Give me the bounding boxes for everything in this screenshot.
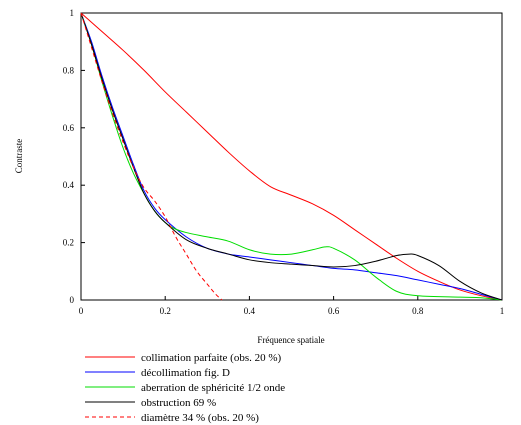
x-axis-ticks: 0 0.2 0.4 0.6 0.8 1 [79,296,505,316]
y-tick-label: 0.6 [63,123,75,133]
x-tick-label: 0.4 [244,306,256,316]
series-line-3 [80,12,503,301]
legend-label-2: décollimation fig. D [141,367,230,379]
legend-label-3: aberration de sphéricité 1/2 onde [141,382,285,394]
legend-label-4: obstruction 69 % [141,397,216,409]
y-tick-label: 0.2 [63,238,74,248]
y-tick-label: 1 [70,8,75,18]
y-tick-label: 0.4 [63,180,75,190]
series-line-1 [80,12,503,301]
series-lines [80,12,503,301]
legend-label-1: collimation parfaite (obs. 20 %) [141,352,282,364]
x-tick-label: 0 [79,306,84,316]
x-tick-label: 1 [500,306,505,316]
series-line-4 [80,12,503,301]
series-line-5 [80,12,223,301]
y-axis-ticks: 0 0.2 0.4 0.6 0.8 1 [63,8,85,305]
y-tick-label: 0.8 [63,65,75,75]
plot-frame [80,12,503,301]
legend: collimation parfaite (obs. 20 %) décollim… [85,352,285,424]
y-axis-label: Contraste [14,139,24,174]
x-tick-label: 0.8 [412,306,424,316]
x-tick-label: 0.2 [160,306,171,316]
x-tick-label: 0.6 [328,306,340,316]
x-axis-label: Fréquence spatiale [257,335,324,345]
legend-label-5: diamètre 34 % (obs. 20 %) [141,412,259,424]
y-tick-label: 0 [70,295,75,305]
series-line-2 [80,12,503,301]
